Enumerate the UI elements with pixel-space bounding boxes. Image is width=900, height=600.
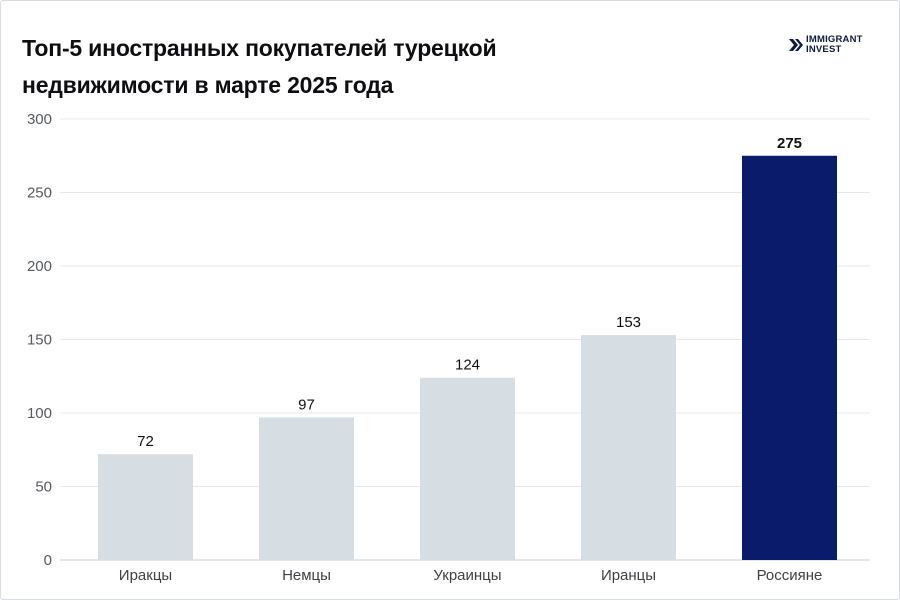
chart-title-line-1: Топ-5 иностранных покупателей турецкой <box>22 35 497 61</box>
bar-value-label: 97 <box>298 396 315 413</box>
bar-value-label: 275 <box>777 135 802 152</box>
bar <box>98 454 193 560</box>
bar-value-label: 153 <box>616 314 641 331</box>
y-tick-label: 0 <box>44 552 52 569</box>
bar <box>581 335 676 560</box>
y-tick-label: 300 <box>27 111 52 128</box>
y-tick-label: 200 <box>27 258 52 275</box>
logo-line-2: INVEST <box>806 44 842 55</box>
y-tick-label: 150 <box>27 332 52 349</box>
logo-chevron-icon <box>789 39 803 51</box>
logo-wordmark: IMMIGRANT INVEST <box>806 35 863 55</box>
bars-layer <box>98 155 837 560</box>
bar <box>742 155 837 560</box>
y-tick-label: 250 <box>27 185 52 202</box>
bar <box>259 417 354 560</box>
immigrant-invest-logo: IMMIGRANT INVEST <box>788 35 888 57</box>
y-tick-label: 50 <box>35 479 52 496</box>
bar-value-label: 72 <box>137 433 154 450</box>
chart-title: Топ-5 иностранных покупателей турецкой н… <box>22 30 642 104</box>
category-label: Немцы <box>282 567 331 584</box>
y-tick-label: 100 <box>27 405 52 422</box>
logo-line-1: IMMIGRANT <box>806 34 863 45</box>
x-axis-categories: Иракцы Немцы Украинцы Иранцы Россияне <box>119 567 823 584</box>
bar <box>420 377 515 560</box>
y-axis-ticks: 0 50 100 150 200 250 300 <box>27 111 52 569</box>
chart-title-line-2: недвижимости в марте 2025 года <box>22 72 394 98</box>
category-label: Иракцы <box>119 567 172 584</box>
category-label: Украинцы <box>433 567 501 584</box>
category-label: Россияне <box>757 567 823 584</box>
data-labels-layer: 72 97 124 153 275 <box>137 135 802 450</box>
bar-value-label: 124 <box>455 357 480 374</box>
category-label: Иранцы <box>601 567 656 584</box>
